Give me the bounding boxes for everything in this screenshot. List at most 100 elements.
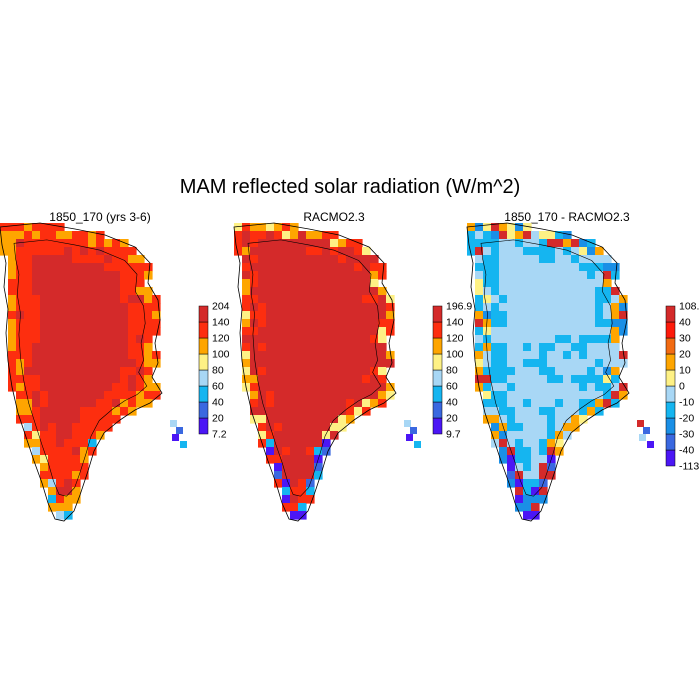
map-cell xyxy=(274,255,283,264)
map-cell xyxy=(322,335,331,344)
map-cell xyxy=(16,255,25,264)
map-cell xyxy=(290,495,299,504)
map-cell xyxy=(491,255,500,264)
map-cell xyxy=(274,311,283,320)
map-cell xyxy=(128,263,137,272)
map-cell xyxy=(346,391,355,400)
map-cell xyxy=(322,303,331,312)
map-cell xyxy=(507,239,516,248)
map-cell xyxy=(563,343,572,352)
map-cell xyxy=(104,423,113,432)
map-cell xyxy=(290,431,299,440)
map-cell xyxy=(346,383,355,392)
map-cell xyxy=(56,311,65,320)
map-cell xyxy=(40,255,49,264)
map-cell xyxy=(72,495,81,504)
map-cell xyxy=(32,271,41,280)
map-cell xyxy=(499,295,508,304)
map-cell xyxy=(80,423,89,432)
map-cell xyxy=(80,463,89,472)
map-cell xyxy=(56,287,65,296)
colorbar-tick-label: 40 xyxy=(446,397,458,409)
map-cell xyxy=(290,439,299,448)
map-cell xyxy=(16,263,25,272)
map-cell xyxy=(499,303,508,312)
map-cell xyxy=(72,383,81,392)
map-cell xyxy=(112,287,121,296)
map-cell xyxy=(112,263,121,272)
map-cell xyxy=(40,279,49,288)
map-cell xyxy=(24,247,33,256)
map-cell xyxy=(80,271,89,280)
map-cell xyxy=(322,247,331,256)
map-cell xyxy=(136,391,145,400)
map-cell xyxy=(80,263,89,272)
map-cell xyxy=(96,343,105,352)
map-cell xyxy=(579,303,588,312)
map-cell xyxy=(8,271,17,280)
map-cell xyxy=(322,367,331,376)
map-cell xyxy=(571,375,580,384)
map-cell xyxy=(32,263,41,272)
map-cell xyxy=(611,391,620,400)
map-cell xyxy=(346,303,355,312)
colorbar-swatch xyxy=(198,353,209,371)
map-cell xyxy=(290,263,299,272)
map-cell xyxy=(290,319,299,328)
map-cell xyxy=(80,407,89,416)
map-cell xyxy=(8,247,17,256)
map-cell xyxy=(266,311,275,320)
map-cell xyxy=(563,407,572,416)
map-cell xyxy=(72,271,81,280)
map-cell xyxy=(563,279,572,288)
map-cell xyxy=(258,407,267,416)
map-cell xyxy=(128,375,137,384)
map-cell xyxy=(144,359,153,368)
map-cell xyxy=(354,247,363,256)
map-cell xyxy=(555,231,564,240)
map-cell xyxy=(306,247,315,256)
map-cell xyxy=(563,399,572,408)
map-cell xyxy=(362,271,371,280)
map-cell xyxy=(258,351,267,360)
map-cell xyxy=(112,383,121,392)
map-cell xyxy=(298,351,307,360)
map-cell xyxy=(611,327,620,336)
map-cell xyxy=(242,335,251,344)
colorbar-swatch xyxy=(198,321,209,339)
map-cell xyxy=(499,383,508,392)
map-cell xyxy=(128,351,137,360)
map-cell xyxy=(306,295,315,304)
map-cell xyxy=(603,399,612,408)
map-cell xyxy=(258,335,267,344)
map-cell xyxy=(330,303,339,312)
map-cell xyxy=(499,247,508,256)
map-cell xyxy=(362,303,371,312)
map-cell xyxy=(515,423,524,432)
map-cell xyxy=(242,303,251,312)
map-cell xyxy=(88,239,97,248)
map-cell xyxy=(531,367,540,376)
map-cell xyxy=(378,391,387,400)
map-cell xyxy=(579,343,588,352)
map-cell xyxy=(88,231,97,240)
map-cell xyxy=(48,287,57,296)
map-cell xyxy=(523,503,532,512)
map-cell xyxy=(56,239,65,248)
map-cell xyxy=(499,447,508,456)
map-cell xyxy=(64,263,73,272)
map-cell xyxy=(88,311,97,320)
map-cell xyxy=(587,343,596,352)
map-cell xyxy=(531,271,540,280)
map-cell xyxy=(266,231,275,240)
map-cell xyxy=(531,375,540,384)
map-cell xyxy=(523,391,532,400)
map-cell xyxy=(88,439,97,448)
map-cell xyxy=(88,263,97,272)
map-cell xyxy=(80,375,89,384)
map-cell xyxy=(322,407,331,416)
map-cell xyxy=(32,223,41,232)
map-cell xyxy=(104,407,113,416)
colorbar-tick-label: 9.7 xyxy=(446,429,461,441)
map-cell xyxy=(282,423,291,432)
